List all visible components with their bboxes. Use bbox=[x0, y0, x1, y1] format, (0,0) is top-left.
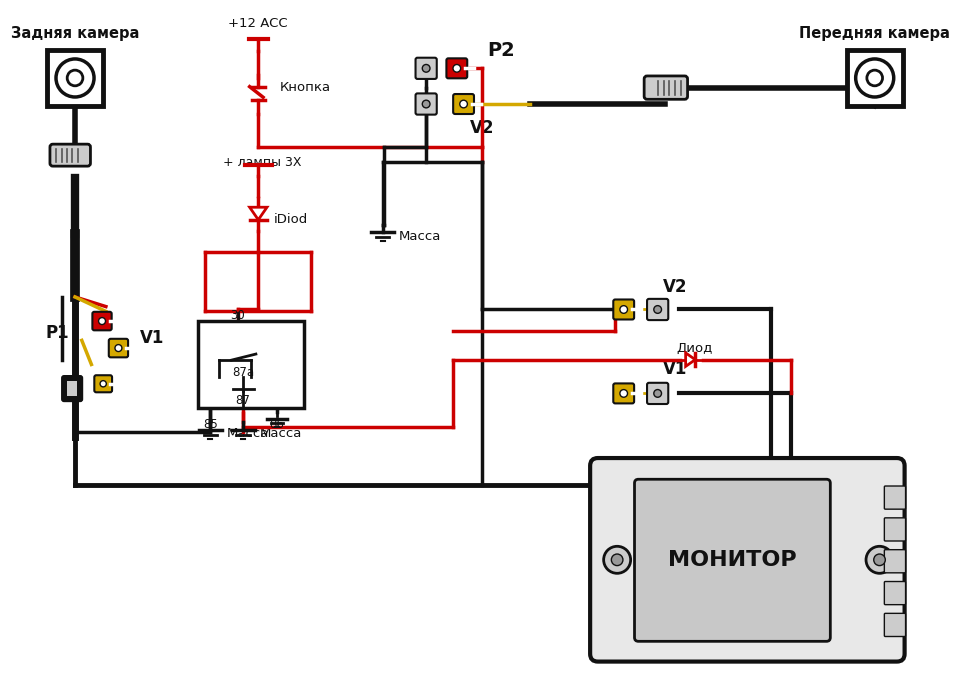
FancyBboxPatch shape bbox=[884, 613, 905, 636]
Text: МОНИТОР: МОНИТОР bbox=[668, 550, 797, 570]
Circle shape bbox=[56, 59, 94, 97]
Circle shape bbox=[99, 318, 106, 325]
Circle shape bbox=[453, 64, 461, 72]
Text: P1: P1 bbox=[46, 323, 69, 342]
Circle shape bbox=[855, 59, 894, 97]
FancyBboxPatch shape bbox=[453, 94, 474, 114]
FancyBboxPatch shape bbox=[446, 58, 468, 78]
Circle shape bbox=[654, 306, 661, 314]
Bar bbox=[67, 382, 77, 396]
Circle shape bbox=[67, 70, 83, 86]
Circle shape bbox=[620, 306, 628, 314]
Bar bbox=[847, 50, 902, 106]
FancyBboxPatch shape bbox=[644, 76, 687, 99]
FancyBboxPatch shape bbox=[613, 384, 635, 403]
Circle shape bbox=[115, 344, 122, 351]
FancyBboxPatch shape bbox=[613, 300, 635, 319]
Circle shape bbox=[867, 70, 882, 86]
FancyBboxPatch shape bbox=[62, 376, 83, 401]
Circle shape bbox=[100, 381, 107, 387]
Circle shape bbox=[874, 554, 885, 566]
Circle shape bbox=[612, 554, 623, 566]
Polygon shape bbox=[685, 353, 695, 366]
FancyBboxPatch shape bbox=[590, 458, 904, 662]
Text: Масса: Масса bbox=[227, 428, 269, 440]
Text: Масса: Масса bbox=[259, 428, 302, 440]
FancyBboxPatch shape bbox=[884, 518, 905, 541]
Text: 87: 87 bbox=[236, 394, 251, 407]
Bar bbox=[198, 321, 303, 408]
FancyBboxPatch shape bbox=[416, 93, 437, 115]
Text: V2: V2 bbox=[469, 119, 494, 137]
Text: V1: V1 bbox=[140, 330, 164, 347]
FancyBboxPatch shape bbox=[50, 144, 90, 166]
Polygon shape bbox=[250, 207, 267, 220]
Circle shape bbox=[620, 390, 628, 397]
FancyBboxPatch shape bbox=[647, 299, 668, 320]
FancyBboxPatch shape bbox=[94, 375, 112, 392]
FancyBboxPatch shape bbox=[416, 57, 437, 79]
Circle shape bbox=[422, 100, 430, 108]
Text: +12 ACC: +12 ACC bbox=[228, 18, 288, 31]
Circle shape bbox=[460, 100, 468, 108]
Circle shape bbox=[654, 389, 661, 398]
Text: Задняя камера: Задняя камера bbox=[11, 26, 139, 41]
Text: 85: 85 bbox=[203, 419, 218, 431]
Text: iDiod: iDiod bbox=[274, 214, 308, 226]
FancyBboxPatch shape bbox=[884, 486, 905, 509]
Text: Передняя камера: Передняя камера bbox=[800, 26, 950, 41]
Bar bbox=[47, 50, 103, 106]
FancyBboxPatch shape bbox=[92, 312, 111, 330]
FancyBboxPatch shape bbox=[647, 383, 668, 404]
Text: 30: 30 bbox=[230, 309, 245, 323]
Text: Масса: Масса bbox=[399, 230, 442, 243]
FancyBboxPatch shape bbox=[884, 550, 905, 573]
Circle shape bbox=[866, 546, 893, 573]
Text: 86: 86 bbox=[270, 419, 284, 431]
Text: + лампы 3Х: + лампы 3Х bbox=[223, 155, 301, 169]
Text: Диод: Диод bbox=[676, 342, 712, 355]
Circle shape bbox=[422, 64, 430, 72]
Circle shape bbox=[604, 546, 631, 573]
FancyBboxPatch shape bbox=[884, 582, 905, 605]
Text: 87a: 87a bbox=[232, 366, 254, 379]
FancyBboxPatch shape bbox=[635, 480, 830, 641]
FancyBboxPatch shape bbox=[108, 339, 128, 357]
Text: Кнопка: Кнопка bbox=[279, 81, 330, 94]
Text: V2: V2 bbox=[662, 279, 687, 296]
Text: P2: P2 bbox=[488, 41, 516, 60]
Text: V1: V1 bbox=[662, 360, 687, 378]
